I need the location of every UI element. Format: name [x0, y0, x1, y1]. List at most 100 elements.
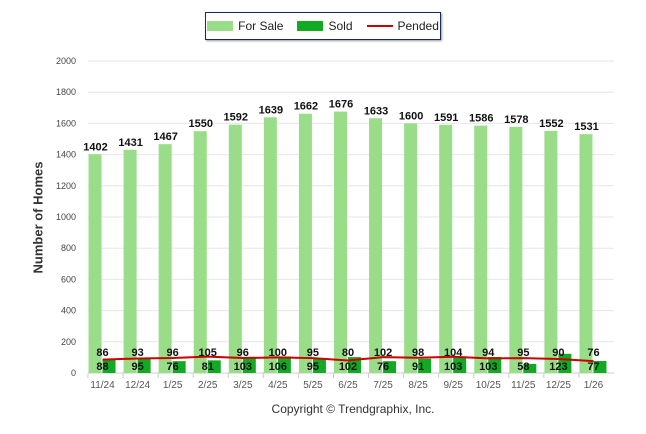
label-for-sale: 1531 — [574, 121, 598, 133]
label-pended: 80 — [342, 347, 354, 359]
bar-sold — [523, 363, 537, 373]
x-tick-label: 9/25 — [443, 380, 463, 391]
x-tick-label: 12/25 — [546, 380, 571, 391]
bar-sold — [383, 361, 397, 373]
bar-sold — [453, 356, 467, 373]
x-tick-label: 11/24 — [90, 380, 115, 391]
label-for-sale: 1402 — [83, 141, 107, 153]
bar-sold — [207, 360, 221, 373]
x-tick-label: 8/25 — [408, 380, 428, 391]
label-sold: 103 — [479, 361, 497, 373]
label-pended: 95 — [517, 347, 529, 359]
legend-for-sale[interactable]: For Sale — [207, 19, 283, 33]
legend: For Sale Sold Pended — [205, 12, 441, 40]
label-for-sale: 1552 — [539, 118, 563, 130]
x-tick-label: 3/25 — [233, 380, 253, 391]
label-sold: 106 — [269, 361, 287, 373]
bar-sold — [593, 360, 607, 373]
bar-for-sale — [544, 130, 558, 373]
y-tick-label: 200 — [61, 337, 76, 347]
legend-line-pended — [366, 25, 393, 27]
y-tick-label: 400 — [61, 306, 76, 316]
label-sold: 58 — [517, 361, 529, 373]
label-pended: 102 — [374, 347, 392, 359]
label-sold: 88 — [96, 361, 108, 373]
label-pended: 96 — [237, 347, 249, 359]
label-for-sale: 1676 — [329, 99, 353, 111]
label-sold: 95 — [307, 361, 319, 373]
label-sold: 76 — [377, 361, 389, 373]
bar-sold — [172, 361, 186, 373]
x-tick-label: 10/25 — [476, 380, 501, 391]
x-tick-label: 5/25 — [303, 380, 323, 391]
x-tick-label: 12/24 — [125, 380, 150, 391]
bar-for-sale — [88, 154, 102, 373]
label-sold: 76 — [167, 361, 179, 373]
label-sold: 123 — [549, 361, 567, 373]
legend-pended[interactable]: Pended — [366, 19, 439, 33]
label-sold: 91 — [412, 361, 424, 373]
bar-sold — [312, 358, 326, 373]
label-sold: 103 — [234, 361, 252, 373]
label-sold: 77 — [587, 361, 599, 373]
y-tick-label: 2000 — [56, 56, 76, 66]
label-sold: 102 — [339, 361, 357, 373]
x-tick-label: 1/25 — [163, 380, 183, 391]
y-tick-label: 1200 — [56, 181, 76, 191]
x-tick-label: 6/25 — [338, 380, 358, 391]
label-for-sale: 1662 — [294, 101, 318, 113]
bar-for-sale — [158, 144, 172, 373]
legend-label: Pended — [397, 19, 439, 33]
legend-sold[interactable]: Sold — [297, 19, 353, 33]
y-tick-label: 1800 — [56, 87, 76, 97]
legend-swatch-for-sale — [207, 21, 234, 31]
label-pended: 86 — [96, 347, 108, 359]
x-tick-label: 11/25 — [511, 380, 536, 391]
label-for-sale: 1591 — [434, 112, 458, 124]
y-axis-title: Number of Homes — [30, 161, 46, 274]
y-tick-label: 1600 — [56, 118, 76, 128]
bar-for-sale — [439, 124, 453, 373]
x-tick-label: 1/26 — [584, 380, 604, 391]
label-for-sale: 1431 — [118, 137, 142, 149]
label-pended: 94 — [482, 347, 495, 359]
label-pended: 95 — [307, 347, 319, 359]
bar-sold — [102, 359, 116, 373]
label-for-sale: 1578 — [504, 114, 528, 126]
label-pended: 90 — [552, 347, 564, 359]
x-tick-label: 2/25 — [198, 380, 218, 391]
x-tick-label: 7/25 — [373, 380, 393, 391]
label-pended: 93 — [131, 347, 143, 359]
label-for-sale: 1639 — [259, 104, 283, 116]
label-pended: 96 — [167, 347, 179, 359]
bar-for-sale — [123, 149, 137, 373]
label-pended: 100 — [269, 347, 287, 359]
y-tick-label: 1000 — [56, 212, 76, 222]
label-for-sale: 1550 — [188, 118, 212, 130]
label-for-sale: 1600 — [399, 110, 423, 122]
y-tick-label: 800 — [61, 243, 76, 253]
label-pended: 105 — [199, 347, 217, 359]
bar-sold — [418, 358, 432, 373]
label-sold: 95 — [131, 361, 143, 373]
label-pended: 104 — [444, 347, 463, 359]
bar-for-sale — [509, 126, 523, 373]
bar-sold — [242, 356, 256, 373]
bar-for-sale — [474, 125, 488, 373]
legend-swatch-sold — [297, 21, 324, 31]
legend-label: Sold — [328, 19, 353, 33]
label-for-sale: 1586 — [469, 113, 493, 125]
label-for-sale: 1633 — [364, 105, 388, 117]
label-for-sale: 1467 — [153, 131, 177, 143]
label-sold: 81 — [202, 361, 214, 373]
copyright: Copyright © Trendgraphix, Inc. — [271, 402, 435, 416]
label-sold: 103 — [444, 361, 462, 373]
bar-for-sale — [228, 124, 242, 373]
label-pended: 98 — [412, 347, 424, 359]
bar-for-sale — [298, 113, 312, 373]
bar-for-sale — [263, 117, 277, 373]
bar-for-sale — [369, 118, 383, 373]
bar-sold — [488, 356, 502, 373]
